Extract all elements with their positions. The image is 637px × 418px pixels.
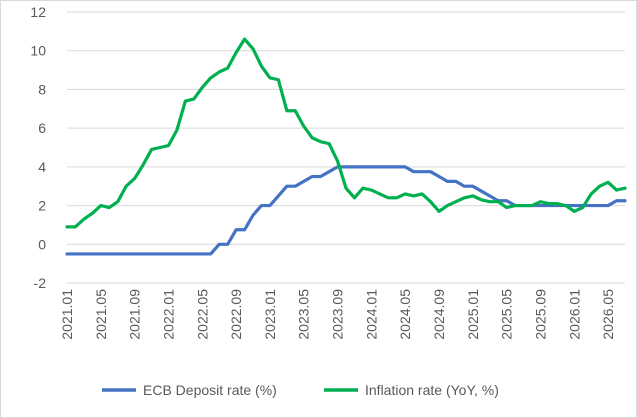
x-tick-label: 2021.01: [59, 289, 75, 340]
x-tick-label: 2021.09: [127, 289, 143, 340]
x-tick-label: 2022.05: [194, 289, 210, 340]
x-tick-label: 2024.01: [363, 289, 379, 340]
x-tick-label: 2025.09: [532, 289, 548, 340]
x-axis-tick-labels: 2021.01 2021.05 2021.09 2022.01 2022.05 2022.…: [59, 289, 616, 340]
x-tick-label: 2024.09: [431, 289, 447, 340]
x-tick-label: 2025.01: [465, 289, 481, 340]
series-line-0: [65, 165, 627, 256]
series-lines: [65, 37, 627, 256]
x-tick-label: 2022.09: [228, 289, 244, 340]
series-line-1: [65, 37, 627, 229]
y-tick-label: 6: [38, 120, 46, 136]
x-tick-label: 2026.01: [566, 289, 582, 340]
x-tick-label: 2023.01: [262, 289, 278, 340]
gridlines: [67, 11, 625, 284]
y-tick-label: 12: [30, 4, 46, 20]
x-tick-label: 2023.05: [296, 289, 312, 340]
y-tick-label: 10: [30, 43, 46, 59]
y-tick-label: -2: [34, 275, 47, 291]
x-tick-label: 2023.09: [330, 289, 346, 340]
legend-label-ecb-deposit-rate: ECB Deposit rate (%): [143, 382, 277, 398]
x-tick-label: 2021.05: [93, 289, 109, 340]
legend-label-inflation-rate: Inflation rate (YoY, %): [365, 382, 499, 398]
x-tick-label: 2022.01: [160, 289, 176, 340]
x-tick-label: 2024.05: [397, 289, 413, 340]
x-tick-label: 2026.05: [600, 289, 616, 340]
y-tick-label: 8: [38, 81, 46, 97]
y-axis-tick-labels: -2 0 2 4 6 8 10 12: [30, 4, 46, 291]
y-tick-label: 4: [38, 159, 46, 175]
x-tick-label: 2025.05: [499, 289, 515, 340]
y-tick-label: 2: [38, 198, 46, 214]
legend: ECB Deposit rate (%) Inflation rate (YoY…: [102, 382, 499, 398]
y-tick-label: 0: [38, 236, 46, 252]
